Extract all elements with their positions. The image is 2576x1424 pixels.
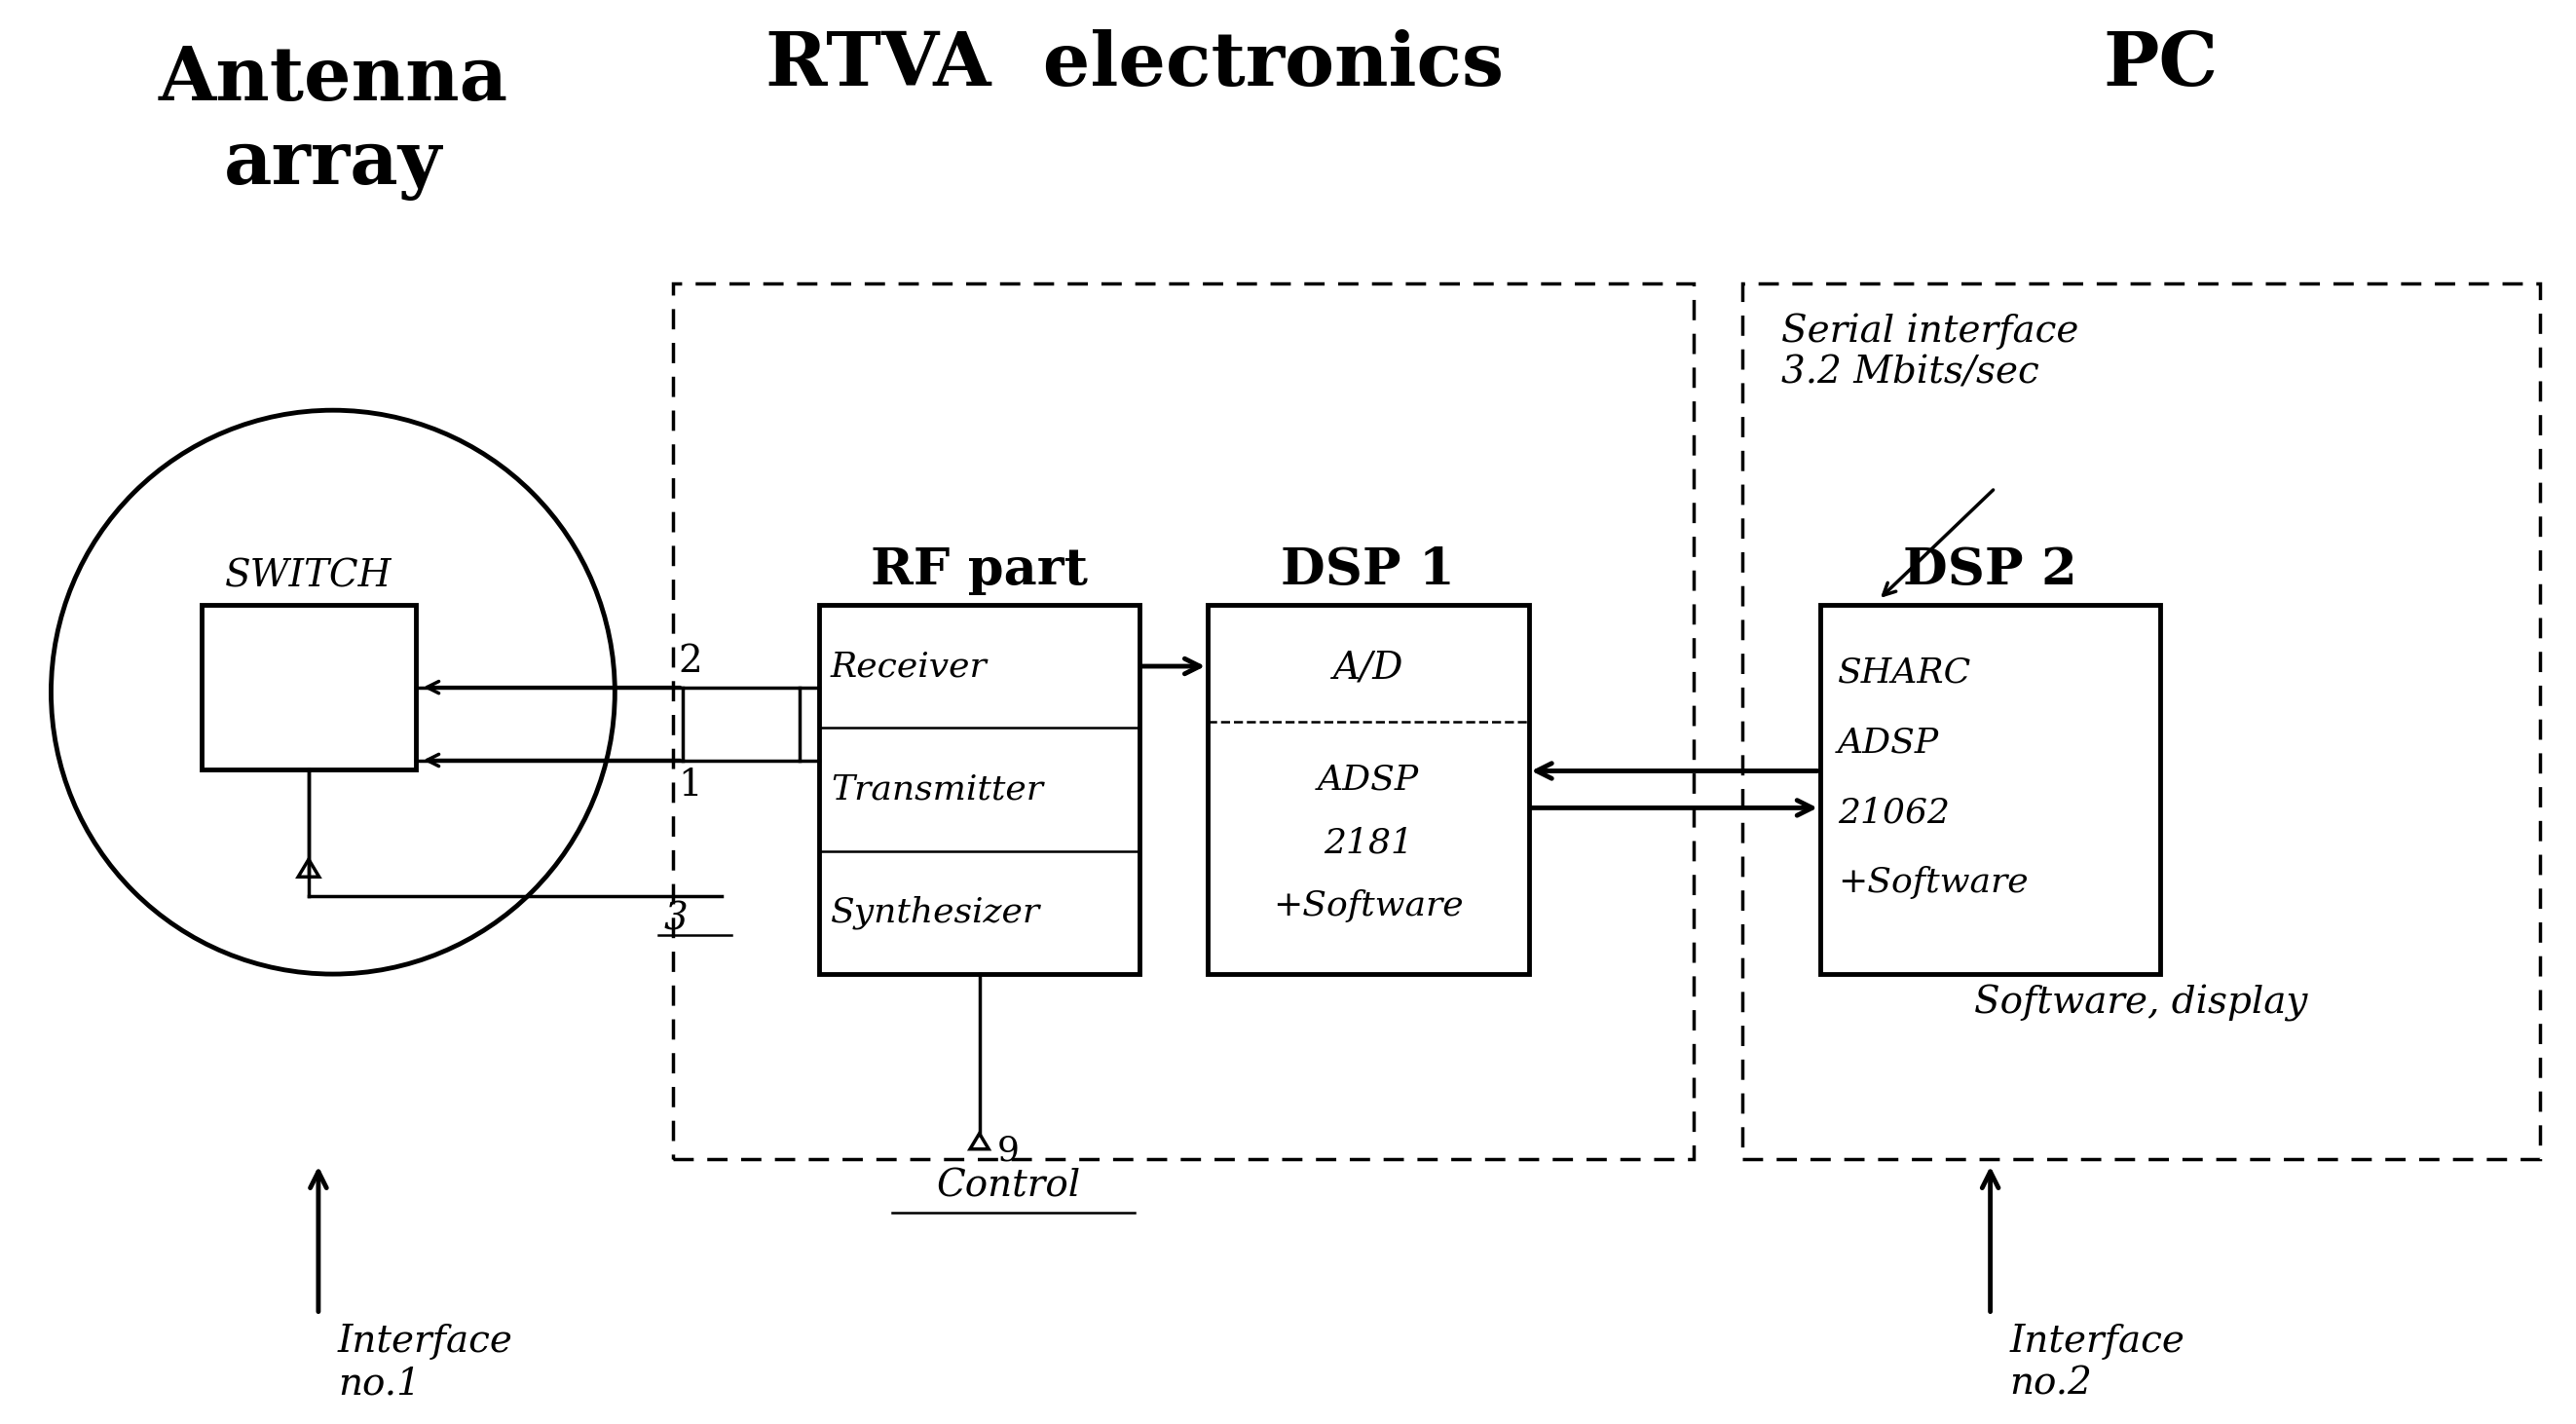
Text: A/D: A/D bbox=[1332, 649, 1404, 686]
Text: ADSP: ADSP bbox=[1837, 726, 1940, 759]
Bar bbox=[201, 605, 415, 770]
Text: Antenna
array: Antenna array bbox=[157, 44, 507, 201]
Text: ADSP: ADSP bbox=[1316, 763, 1419, 796]
Text: Interface
no.2: Interface no.2 bbox=[2009, 1324, 2184, 1401]
Bar bbox=[1741, 283, 2540, 1159]
Text: RTVA  electronics: RTVA electronics bbox=[765, 28, 1504, 101]
Text: +Software: +Software bbox=[1837, 866, 2027, 900]
Text: DSP 1: DSP 1 bbox=[1280, 545, 1455, 595]
Text: Synthesizer: Synthesizer bbox=[829, 896, 1041, 930]
Text: Serial interface
3.2 Mbits/sec: Serial interface 3.2 Mbits/sec bbox=[1783, 313, 2079, 392]
Text: 21062: 21062 bbox=[1837, 796, 1950, 829]
Text: Interface
no.1: Interface no.1 bbox=[337, 1324, 513, 1401]
Text: SWITCH: SWITCH bbox=[224, 558, 392, 595]
Bar bbox=[1208, 605, 1528, 974]
Text: Receiver: Receiver bbox=[829, 649, 987, 682]
Bar bbox=[1821, 605, 2161, 974]
Text: RF part: RF part bbox=[871, 545, 1087, 595]
Text: Transmitter: Transmitter bbox=[829, 773, 1043, 806]
Text: Control: Control bbox=[938, 1169, 1082, 1205]
Text: 9: 9 bbox=[997, 1135, 1020, 1168]
Text: Software, display: Software, display bbox=[1973, 985, 2308, 1022]
Bar bbox=[819, 605, 1139, 974]
Bar bbox=[683, 688, 799, 760]
Text: 2: 2 bbox=[677, 644, 703, 679]
Text: DSP 2: DSP 2 bbox=[1904, 545, 2076, 595]
Circle shape bbox=[52, 410, 616, 974]
Text: +Software: +Software bbox=[1273, 890, 1463, 923]
Text: 3: 3 bbox=[665, 901, 688, 937]
Text: 2181: 2181 bbox=[1324, 826, 1414, 860]
Text: 1: 1 bbox=[677, 768, 703, 805]
Bar bbox=[672, 283, 1695, 1159]
Text: SHARC: SHARC bbox=[1837, 656, 1971, 689]
Text: PC: PC bbox=[2102, 28, 2218, 101]
